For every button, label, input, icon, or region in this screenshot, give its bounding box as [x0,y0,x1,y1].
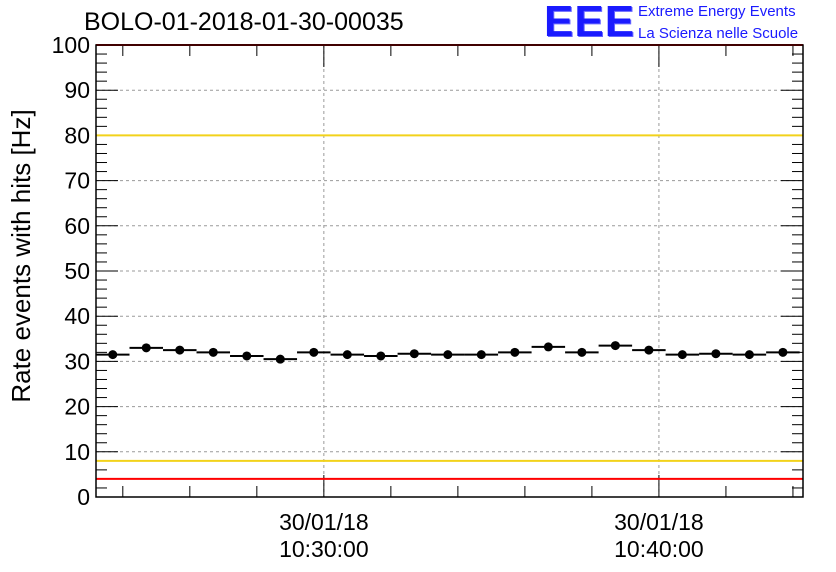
chart-title: BOLO-01-2018-01-30-00035 [84,8,404,36]
x-tick-date-label: 30/01/18 [279,509,369,535]
y-tick-label: 0 [77,484,90,510]
y-tick-label: 20 [64,394,90,420]
data-point [275,354,285,364]
data-point [510,347,520,357]
y-tick-label: 70 [64,168,90,194]
y-tick-label: 30 [64,348,90,374]
data-point [778,347,788,357]
logo-line-2: La Scienza nelle Scuole [638,25,799,42]
y-axis-title: Rate events with hits [Hz] [6,109,36,402]
data-point [744,350,754,360]
data-point [208,347,218,357]
y-tick-label: 60 [64,213,90,239]
plot-frame [95,44,804,498]
data-point [476,350,486,360]
y-tick-label: 100 [52,32,90,58]
data-point [175,345,185,355]
x-tick-time-label: 10:30:00 [279,536,369,562]
data-point [443,350,453,360]
data-point [644,345,654,355]
data-point [342,350,352,360]
data-point [610,341,620,351]
logo-mark: EEE [544,0,636,46]
data-point [141,343,151,353]
x-tick-time-label: 10:40:00 [614,536,704,562]
data-point [242,351,252,361]
data-point [711,349,721,359]
data-point [409,349,419,359]
data-point [309,347,319,357]
y-tick-label: 40 [64,303,90,329]
y-tick-label: 90 [64,77,90,103]
data-point [543,342,553,352]
data-point [108,350,118,360]
y-tick-label: 10 [64,439,90,465]
data-point [677,350,687,360]
x-tick-date-label: 30/01/18 [614,509,704,535]
data-point [577,347,587,357]
logo-line-1: Extreme Energy Events [638,3,796,20]
y-tick-label: 80 [64,122,90,148]
eee-logo: EEE Extreme Energy Events La Scienza nel… [544,0,832,46]
y-tick-label: 50 [64,258,90,284]
data-point [376,351,386,361]
